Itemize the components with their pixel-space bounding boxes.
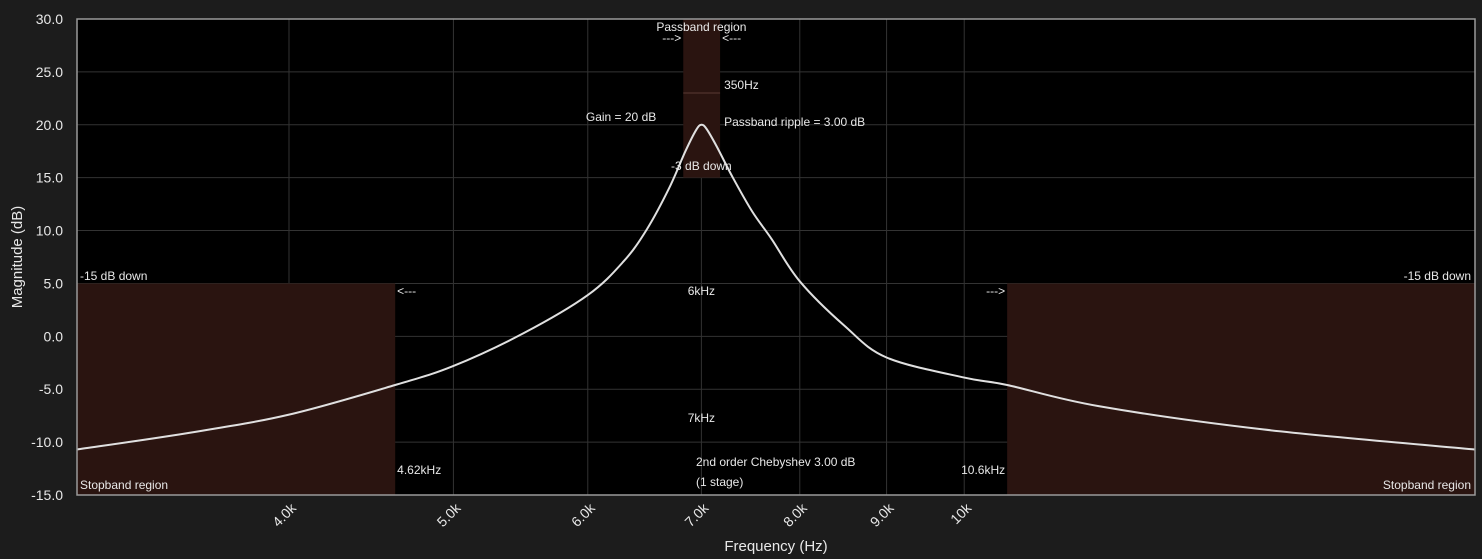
y-axis-title: Magnitude (dB) xyxy=(9,206,26,309)
y-tick-label: 5.0 xyxy=(44,275,64,291)
y-tick-label: 25.0 xyxy=(36,64,63,80)
left-stopband-arrow: <--- xyxy=(397,284,416,298)
y-tick-label: -5.0 xyxy=(39,381,63,397)
ripple-label: Passband ripple = 3.00 dB xyxy=(724,115,865,129)
y-tick-label: 0.0 xyxy=(44,328,64,344)
y-tick-label: -15.0 xyxy=(31,487,63,503)
passband-arrow-right: <--- xyxy=(722,31,741,45)
passband-arrow-left: ---> xyxy=(662,31,681,45)
region-passband xyxy=(683,19,721,178)
left-stopband-edge-label: 4.62kHz xyxy=(397,463,441,477)
right-stopband-edge-label: 10.6kHz xyxy=(961,463,1005,477)
regions xyxy=(77,19,1475,495)
right-stopband-down-label: -15 dB down xyxy=(1404,269,1471,283)
y-tick-label: -10.0 xyxy=(31,434,63,450)
left-stopband-label: Stopband region xyxy=(80,478,168,492)
plot-frame xyxy=(76,18,1476,496)
center-freq-label: 7kHz xyxy=(688,411,715,425)
passband-region-label: Passband region xyxy=(656,20,746,34)
y-tick-label: 20.0 xyxy=(36,117,63,133)
response-curve-layer xyxy=(76,123,1476,451)
right-stopband-arrow: ---> xyxy=(986,284,1005,298)
region-stopband-right xyxy=(1007,283,1475,495)
bandwidth-6k-label: 6kHz xyxy=(688,284,715,298)
annotations: -15 dB down -15 dB down Stopband region Sto… xyxy=(80,20,1471,492)
left-stopband-down-label: -15 dB down xyxy=(80,269,147,283)
y-tick-label: 10.0 xyxy=(36,223,63,239)
x-axis-title: Frequency (Hz) xyxy=(724,538,827,555)
response-curve xyxy=(76,123,1476,451)
right-stopband-label: Stopband region xyxy=(1383,478,1471,492)
y-tick-label: 15.0 xyxy=(36,170,63,186)
design-line-2: (1 stage) xyxy=(696,475,743,489)
design-line-1: 2nd order Chebyshev 3.00 dB xyxy=(696,455,855,469)
minus3-label: -3 dB down xyxy=(671,159,732,173)
passband-width-label: 350Hz xyxy=(724,78,759,92)
y-tick-label: 30.0 xyxy=(36,11,63,27)
region-stopband-left xyxy=(77,283,396,495)
gain-label: Gain = 20 dB xyxy=(586,110,656,124)
